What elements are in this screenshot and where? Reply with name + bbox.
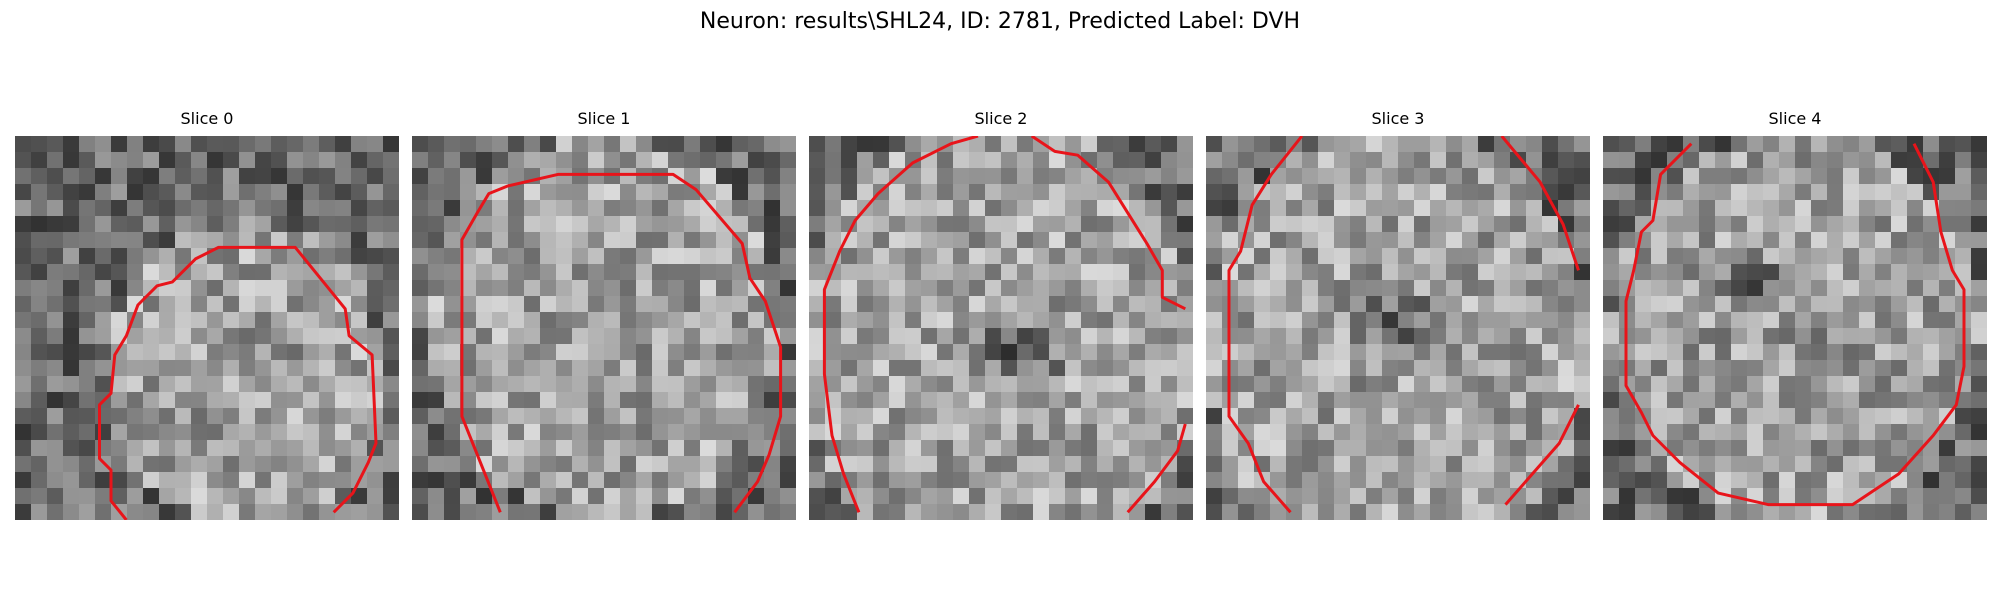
slice-pixels [1206,136,1590,520]
slice-panel-2: Slice 2 [809,108,1193,520]
roi-contour-line [460,172,783,514]
slice-title-4: Slice 4 [1768,109,1822,128]
slice-panel-1: Slice 1 [412,108,796,520]
roi-contour-line [1030,136,1186,311]
figure-title: Neuron: results\SHL24, ID: 2781, Predict… [699,9,1301,34]
slice-title-1: Slice 1 [577,109,631,128]
slice-panel-0: Slice 0 [15,108,399,520]
roi-contour-line [1624,142,1966,507]
slice-title-0: Slice 0 [180,109,234,128]
roi-contour-line [1504,404,1580,506]
roi-contour-line [98,245,378,520]
slice-panel-4: Slice 4 [1603,108,1987,520]
slice-image-3 [1206,136,1590,520]
slice-image-4 [1603,136,1987,520]
slice-pixels [809,136,1193,520]
slice-image-0 [15,136,399,520]
slice-image-2 [809,136,1193,520]
roi-contour-line [822,136,979,513]
slice-pixels [412,136,796,520]
roi-contour-line [1126,423,1187,514]
slice-pixels [15,136,399,520]
slice-image-1 [412,136,796,520]
slice-title-3: Slice 3 [1371,109,1425,128]
slice-panel-3: Slice 3 [1206,108,1590,520]
slice-title-2: Slice 2 [974,109,1028,128]
roi-contour-line [1227,136,1304,514]
roi-contour-line [1500,136,1580,271]
slice-pixels [1603,136,1987,520]
